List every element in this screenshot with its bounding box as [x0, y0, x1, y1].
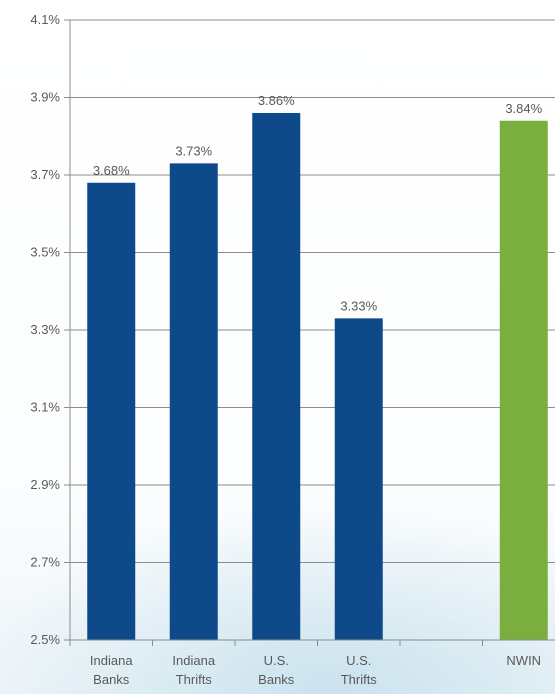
bar: [499, 120, 548, 640]
bar: [334, 318, 383, 640]
data-label: 3.68%: [93, 163, 130, 178]
y-tick-label: 4.1%: [30, 12, 60, 27]
x-tick-label: Thrifts: [176, 672, 213, 687]
y-tick-label: 2.9%: [30, 477, 60, 492]
y-tick-label: 3.5%: [30, 245, 60, 260]
x-tick-label: Banks: [93, 672, 130, 687]
x-tick-label: U.S.: [346, 653, 371, 668]
data-label: 3.84%: [505, 101, 542, 116]
x-tick-label: Indiana: [90, 653, 133, 668]
x-tick-label: Indiana: [172, 653, 215, 668]
data-label: 3.33%: [340, 298, 377, 313]
bar: [87, 182, 136, 640]
y-tick-label: 3.7%: [30, 167, 60, 182]
data-label: 3.73%: [175, 143, 212, 158]
y-tick-label: 2.5%: [30, 632, 60, 647]
y-tick-label: 3.9%: [30, 90, 60, 105]
y-tick-label: 3.3%: [30, 322, 60, 337]
x-tick-label: Banks: [258, 672, 295, 687]
bar: [169, 163, 218, 640]
x-tick-label: NWIN: [506, 653, 541, 668]
data-label: 3.86%: [258, 93, 295, 108]
x-tick-label: Thrifts: [341, 672, 378, 687]
y-tick-label: 2.7%: [30, 555, 60, 570]
y-tick-label: 3.1%: [30, 400, 60, 415]
bar: [252, 113, 301, 640]
x-tick-label: U.S.: [264, 653, 289, 668]
